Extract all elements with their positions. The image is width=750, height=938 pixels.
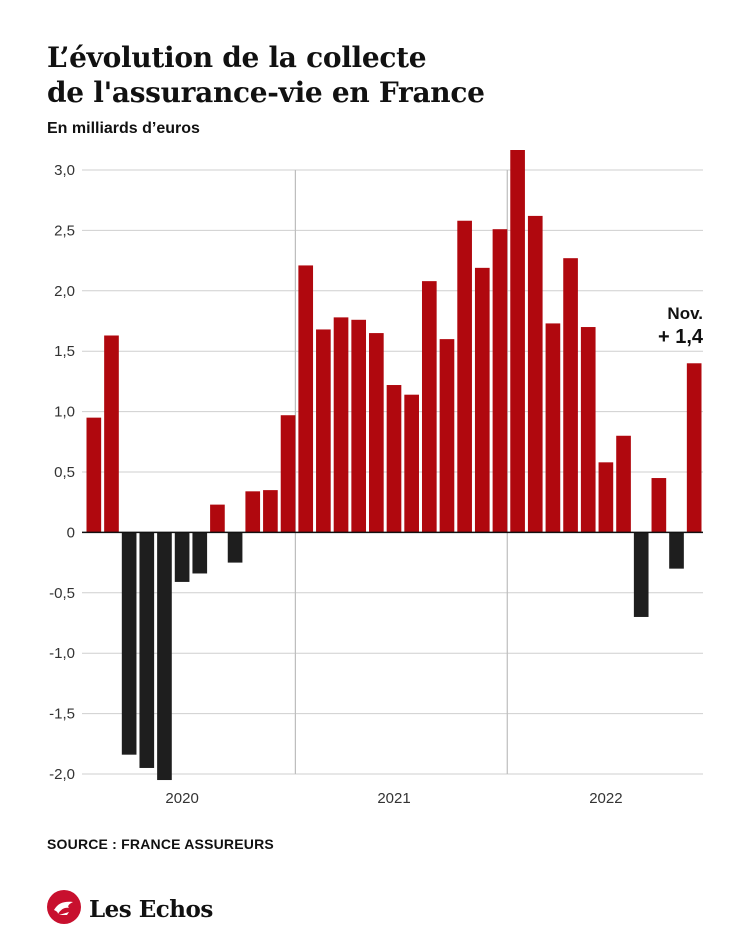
y-tick-label: 1,0 xyxy=(54,404,75,421)
bar xyxy=(616,435,631,533)
y-tick-label: 0 xyxy=(67,524,75,541)
y-tick-label: 3,0 xyxy=(54,162,75,179)
y-tick-label: -2,0 xyxy=(49,766,75,783)
bar xyxy=(563,258,578,533)
bar xyxy=(457,220,472,533)
bar xyxy=(210,504,225,533)
y-tick-label: 1,5 xyxy=(54,343,75,360)
bar xyxy=(404,394,419,533)
bar xyxy=(686,363,702,533)
bar xyxy=(545,323,561,533)
annotation-month: Nov. xyxy=(667,304,703,323)
bar xyxy=(245,491,261,533)
annotation-value: + 1,4 xyxy=(658,326,704,348)
bar xyxy=(651,478,667,533)
source-note: SOURCE : FRANCE ASSUREURS xyxy=(47,836,274,852)
bar xyxy=(669,532,684,569)
bar xyxy=(351,319,367,533)
bar xyxy=(333,317,349,533)
chart-title: L’évolution de la collecte de l'assuranc… xyxy=(47,40,485,110)
bar xyxy=(439,339,455,533)
bar xyxy=(598,462,614,533)
bar xyxy=(510,150,525,533)
bar xyxy=(580,327,596,533)
bar xyxy=(386,385,402,533)
bar xyxy=(157,532,172,781)
x-year-label: 2021 xyxy=(377,790,410,807)
bar xyxy=(474,267,490,533)
y-tick-label: 2,5 xyxy=(54,222,75,239)
bar xyxy=(633,532,649,617)
chart-title-line-1: L’évolution de la collecte xyxy=(47,41,427,74)
bar xyxy=(421,281,437,533)
x-year-label: 2020 xyxy=(165,790,198,807)
y-tick-label: 2,0 xyxy=(54,283,75,300)
bar xyxy=(527,215,543,533)
bar xyxy=(492,229,508,533)
bar xyxy=(227,532,243,563)
bar xyxy=(316,329,331,533)
x-year-label: 2022 xyxy=(589,790,622,807)
les-echos-logo-icon xyxy=(47,890,81,929)
bar xyxy=(86,417,102,533)
bar xyxy=(369,333,384,533)
chart-title-line-2: de l'assurance-vie en France xyxy=(47,76,485,109)
bar xyxy=(263,490,278,533)
bar xyxy=(298,265,314,533)
y-tick-label: -1,0 xyxy=(49,645,75,662)
brand-logo: Les Echos xyxy=(47,890,213,929)
bar xyxy=(280,415,296,533)
y-tick-label: -1,5 xyxy=(49,706,75,723)
bar xyxy=(139,532,155,768)
bar xyxy=(174,532,190,582)
chart-subtitle: En milliards d’euros xyxy=(47,120,200,137)
y-tick-label: -0,5 xyxy=(49,585,75,602)
bar xyxy=(121,532,137,755)
bar xyxy=(104,335,119,533)
bar xyxy=(192,532,208,574)
brand-name: Les Echos xyxy=(89,896,213,923)
bar-chart: 3,0 2,5 2,0 1,5 1,0 0,5 0 -0,5 -1,0 -1,5 -2,0 2020 2… xyxy=(49,150,704,807)
y-tick-label: 0,5 xyxy=(54,464,75,481)
